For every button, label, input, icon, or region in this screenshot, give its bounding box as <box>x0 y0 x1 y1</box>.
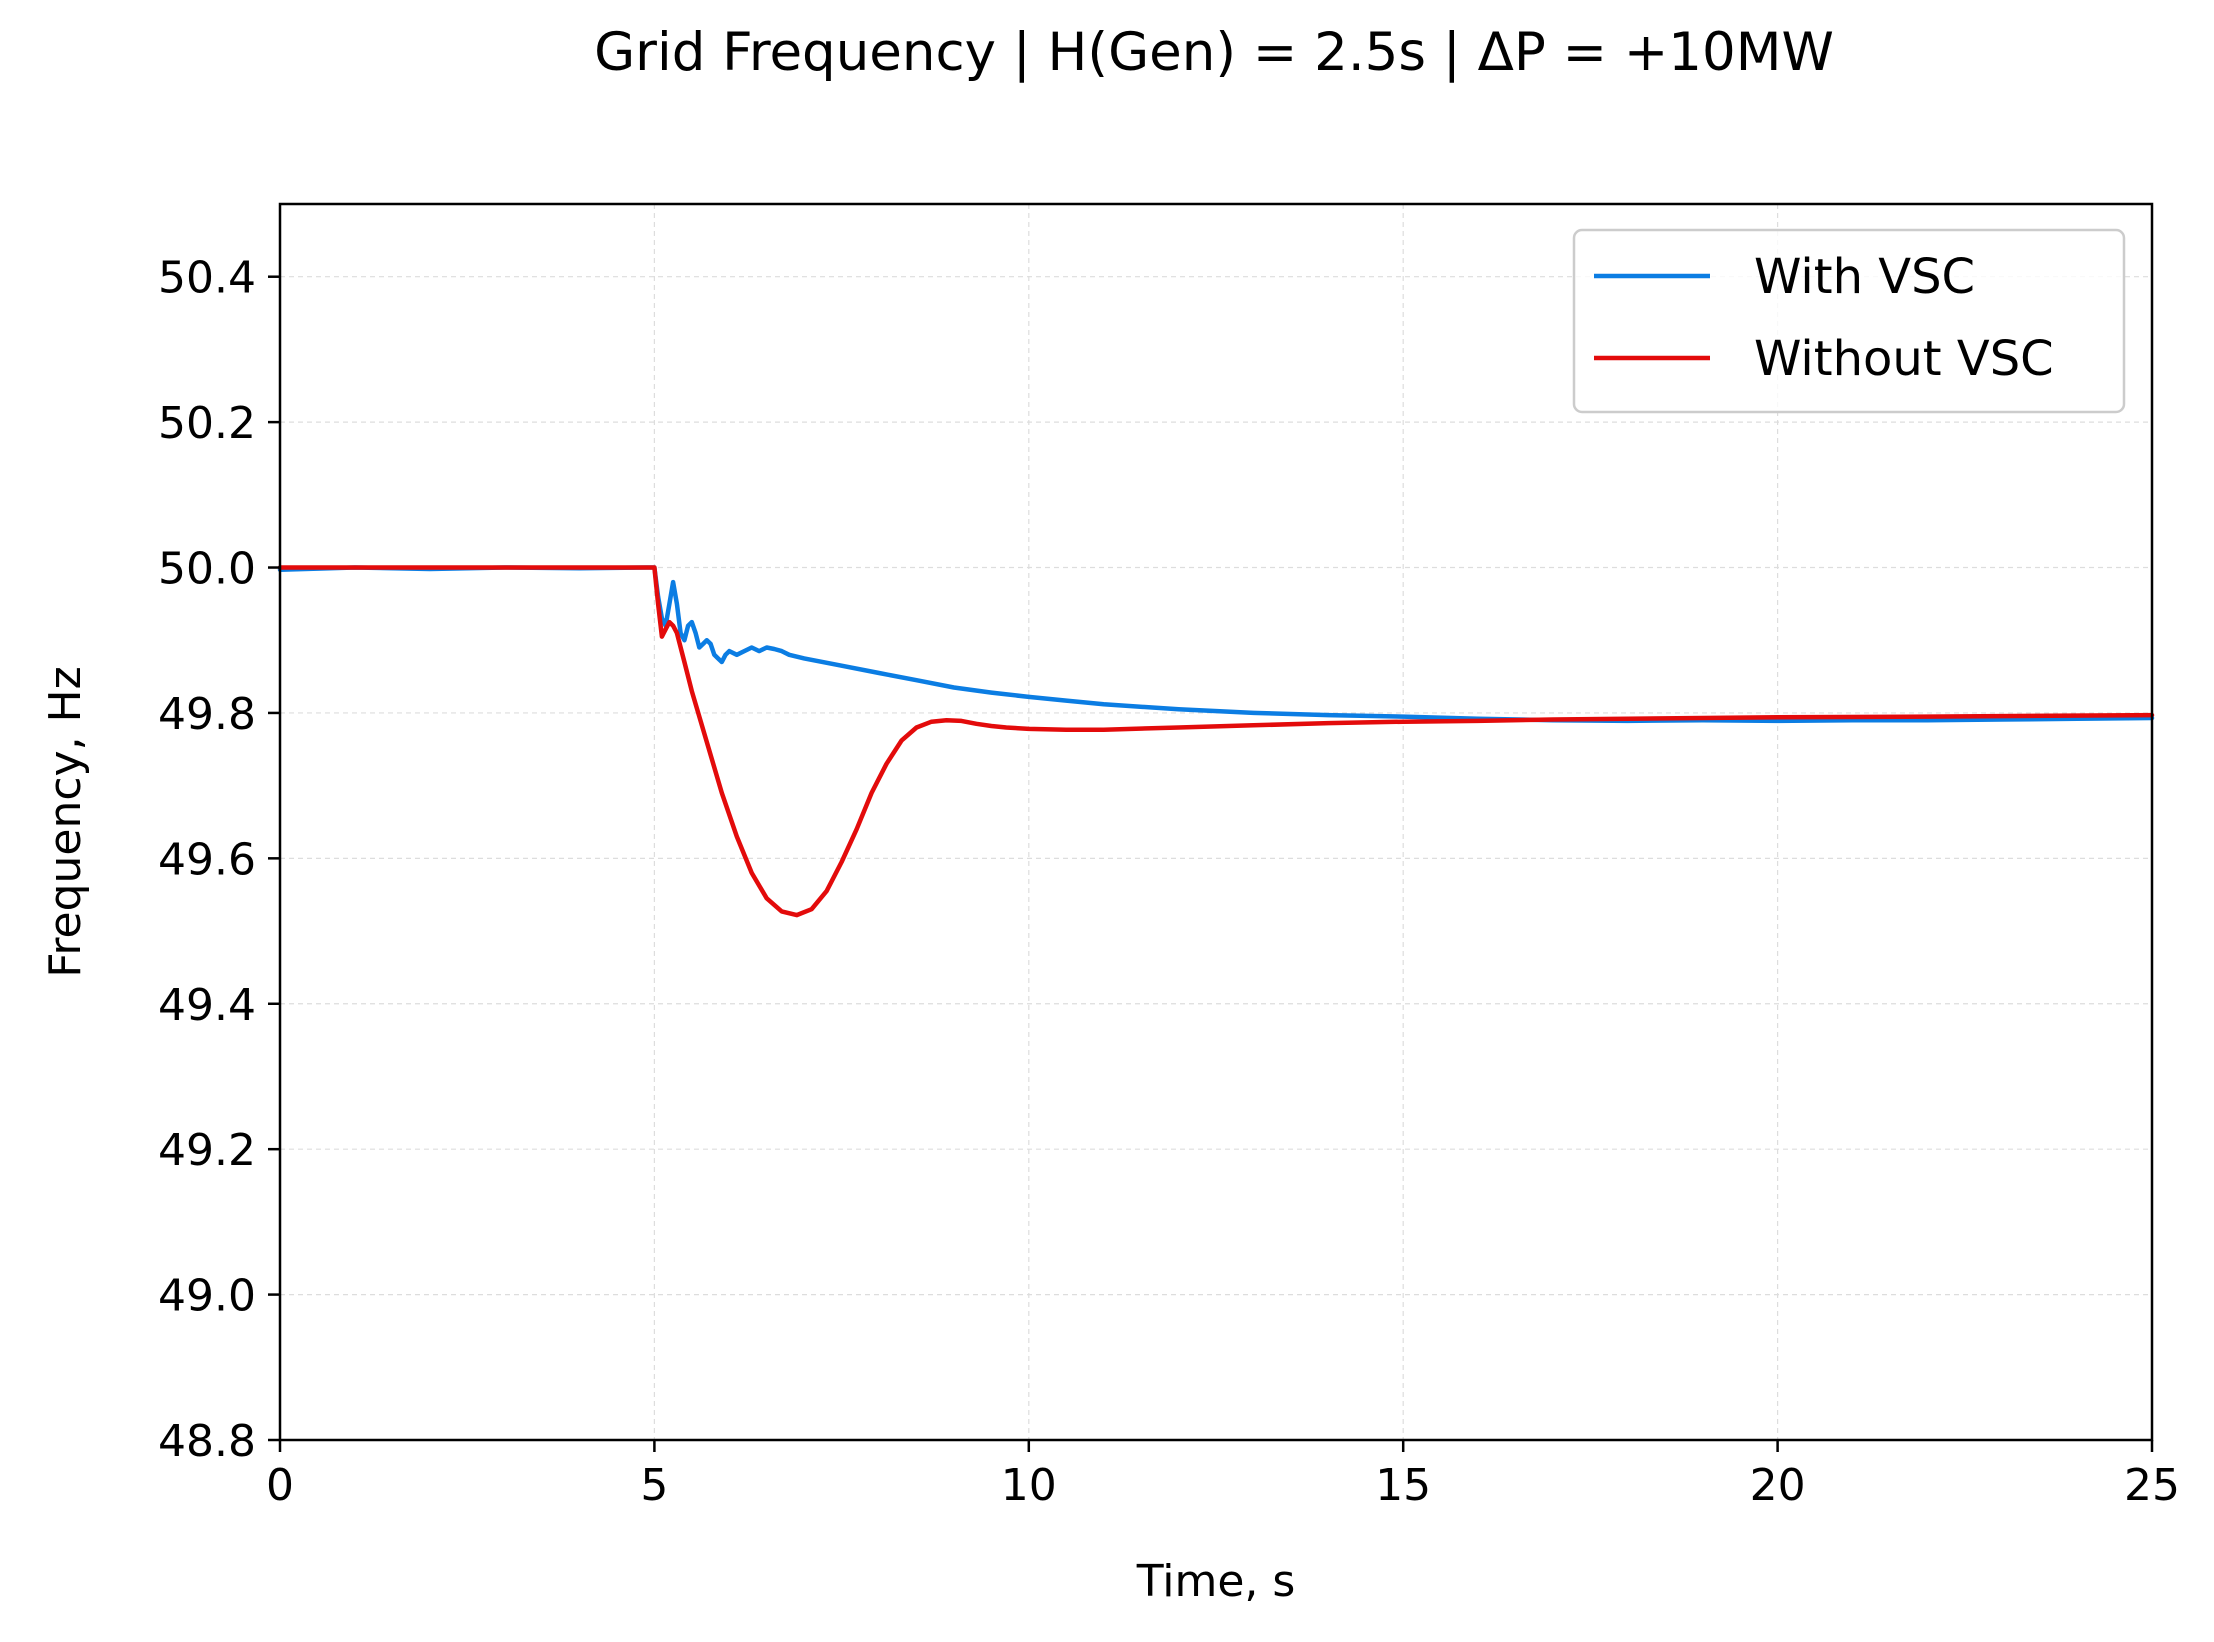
x-tick-label: 5 <box>640 1460 668 1511</box>
chart-title: Grid Frequency | H(Gen) = 2.5s | ΔP = +1… <box>594 22 1834 83</box>
y-tick-label: 49.4 <box>158 980 256 1031</box>
y-tick-label: 49.2 <box>158 1125 256 1176</box>
plot-area <box>277 565 2155 918</box>
y-tick-label: 50.2 <box>158 398 256 449</box>
y-axis-title: Frequency, Hz <box>40 666 91 977</box>
x-tick-label: 15 <box>1375 1460 1431 1511</box>
y-tick-label: 49.0 <box>158 1271 256 1322</box>
x-tick-label: 20 <box>1750 1460 1806 1511</box>
x-axis-title: Time, s <box>1136 1556 1296 1607</box>
y-tick-label: 50.4 <box>158 253 256 304</box>
x-tick-label: 0 <box>266 1460 294 1511</box>
axis-ticks: 0 5 10 15 20 25 48.8 49.0 49.2 49.4 49.6 49.8 50.0 50… <box>158 253 2180 1511</box>
plot-frame <box>278 202 2154 1442</box>
legend-label-with-vsc: With VSC <box>1754 249 1975 305</box>
series-line-with-vsc <box>277 565 2155 724</box>
y-tick-label: 49.8 <box>158 689 256 740</box>
y-tick-label: 49.6 <box>158 834 256 885</box>
legend-box <box>1572 228 2126 414</box>
legend-label-without-vsc: Without VSC <box>1754 331 2054 387</box>
x-tick-label: 25 <box>2124 1460 2180 1511</box>
y-tick-label: 48.8 <box>158 1416 256 1467</box>
legend: With VSC Without VSC <box>1572 228 2126 414</box>
x-tick-label: 10 <box>1001 1460 1057 1511</box>
y-tick-label: 50.0 <box>158 544 256 595</box>
series-line-without-vsc <box>277 565 2155 918</box>
